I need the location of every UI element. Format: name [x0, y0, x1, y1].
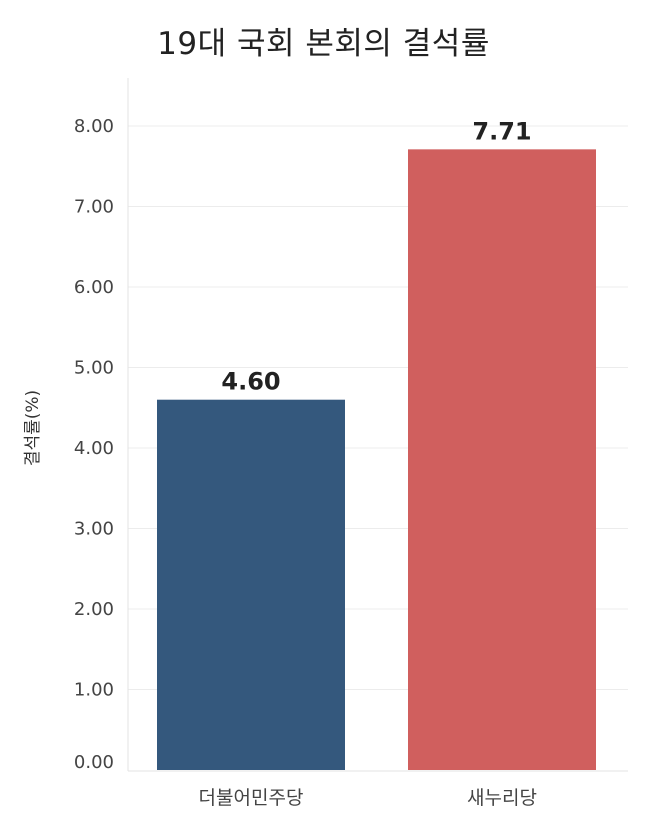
- data-label: 4.60: [221, 368, 280, 396]
- data-labels: 4.60 7.71: [221, 117, 531, 395]
- y-tick-label: 3.00: [74, 519, 114, 540]
- bars: [157, 149, 596, 771]
- x-tick-labels: 더불어민주당 새누리당: [199, 787, 537, 809]
- y-tick-label: 1.00: [74, 680, 114, 701]
- y-tick-label: 8.00: [74, 116, 114, 137]
- y-tick-label: 7.00: [74, 197, 114, 218]
- bar: [408, 149, 596, 771]
- y-tick-label: 0.00: [74, 752, 114, 773]
- y-tick-label: 4.00: [74, 438, 114, 459]
- y-axis-label: 결석률(%): [23, 390, 43, 466]
- y-tick-labels: 0.00 1.00 2.00 3.00 4.00 5.00 6.00 7.00 8.00: [74, 116, 114, 773]
- bar: [157, 399, 345, 770]
- chart-title: 19대 국회 본회의 결석률: [157, 26, 490, 62]
- data-label: 7.71: [472, 117, 531, 145]
- y-tick-label: 6.00: [74, 277, 114, 298]
- x-tick-label: 새누리당: [467, 787, 537, 809]
- y-tick-label: 2.00: [74, 599, 114, 620]
- y-tick-label: 5.00: [74, 358, 114, 379]
- axes: [127, 78, 628, 772]
- x-tick-label: 더불어민주당: [199, 787, 304, 809]
